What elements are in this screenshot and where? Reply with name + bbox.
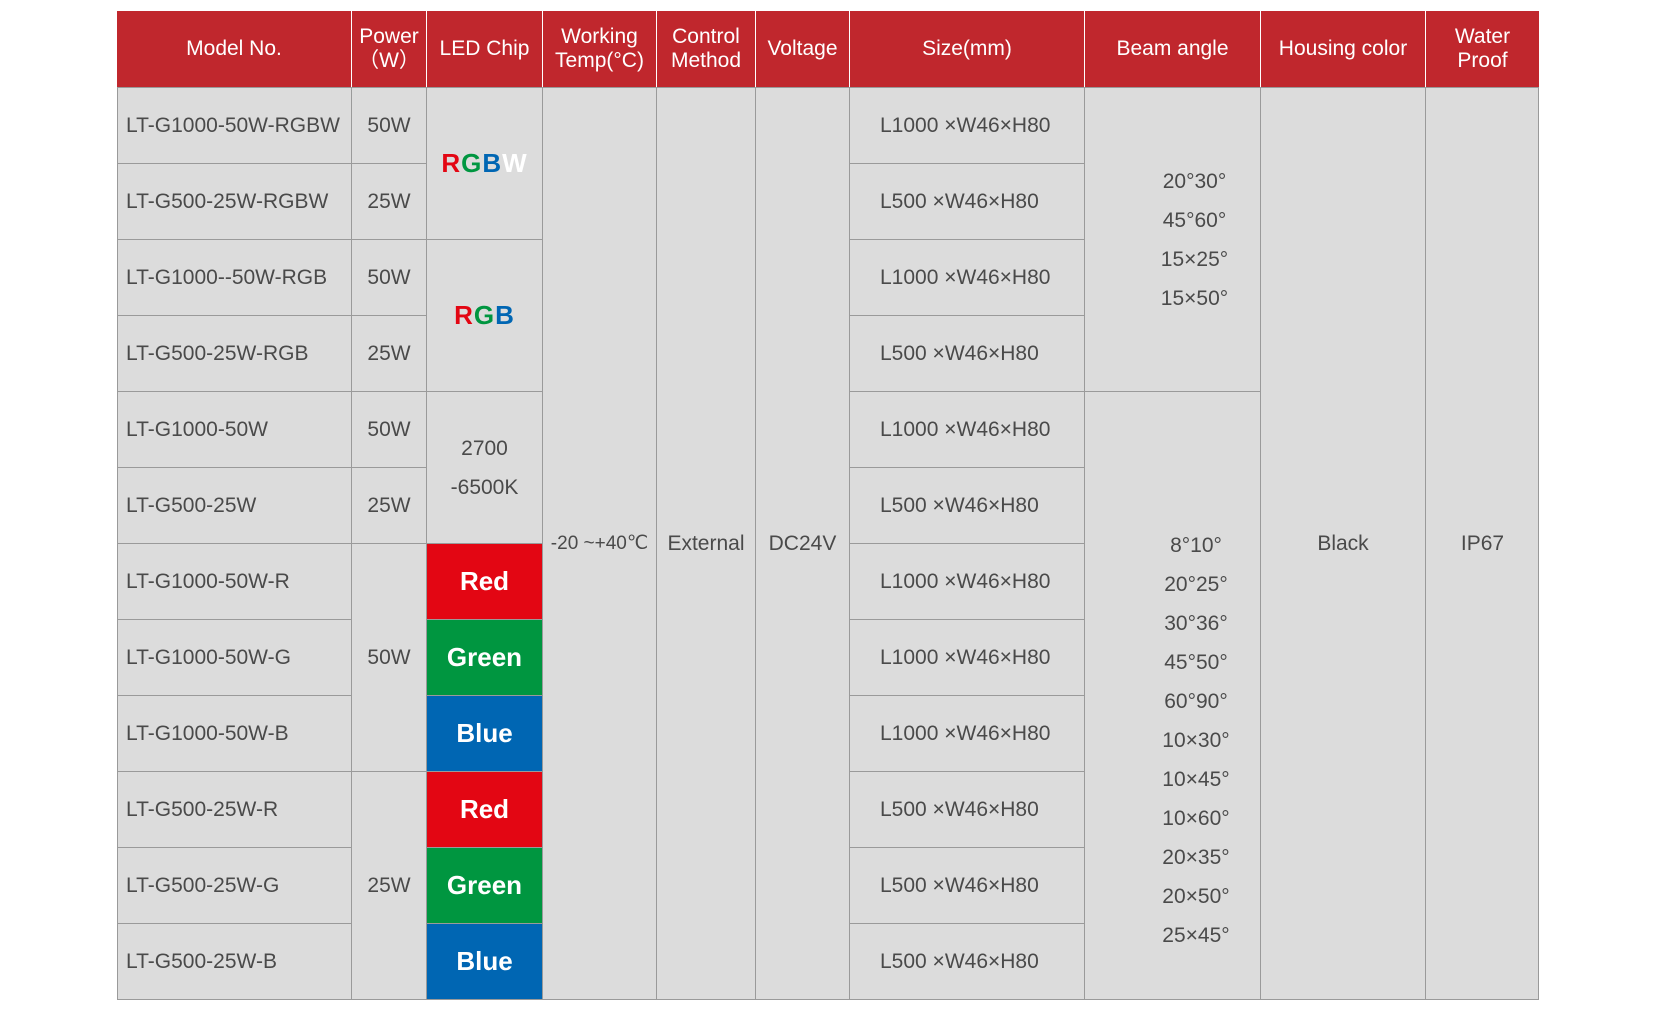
model-cell: LT-G1000-50W: [117, 391, 351, 467]
beam-angle-value: 15×25°: [1160, 247, 1229, 271]
header-water-line1: Water: [1454, 25, 1511, 48]
header-voltage: Voltage: [755, 11, 849, 87]
header-model: Model No.: [117, 11, 351, 87]
power-cell: 25W: [351, 163, 426, 239]
model-cell: LT-G500-25W: [117, 467, 351, 543]
chip-blue: Blue: [426, 695, 542, 771]
model-cell: LT-G1000-50W-B: [117, 695, 351, 771]
model-cell: LT-G1000-50W-RGBW: [117, 87, 351, 163]
header-control-line2: Method: [670, 49, 742, 72]
model-cell: LT-G500-25W-R: [117, 771, 351, 847]
beam-angle-value: 10×30°: [1162, 729, 1230, 752]
beam-angle-value: 8°10°: [1170, 534, 1222, 557]
size-cell: L1000 ×W46×H80: [849, 695, 1084, 771]
chip-letter-w: W: [502, 148, 528, 178]
size-cell: L500 ×W46×H80: [849, 163, 1084, 239]
beam-angle-value: 15×50°: [1160, 286, 1229, 310]
power-cell: 25W: [351, 315, 426, 391]
chip-letter-g: G: [473, 300, 496, 330]
chip-green: Green: [426, 619, 542, 695]
header-power-line1: Power: [359, 25, 419, 48]
header-led-chip: LED Chip: [426, 11, 542, 87]
power-cell: 50W: [351, 391, 426, 467]
header-temp-line1: Working: [561, 25, 638, 48]
chip-cct-line1: 2700: [461, 436, 508, 460]
beam-angle-value: 30°36°: [1164, 612, 1228, 635]
chip-red: Red: [426, 543, 542, 619]
chip-letter-b: B: [482, 148, 503, 178]
beam-angle-value: 60°90°: [1164, 690, 1228, 713]
chip-letter-r: R: [454, 300, 474, 330]
beam-angle-value: 45°50°: [1164, 651, 1228, 674]
beam-angle-value: 25×45°: [1162, 924, 1230, 947]
power-cell: 25W: [351, 467, 426, 543]
beam-angle-value: 10×60°: [1162, 807, 1230, 830]
header-water-line2: Proof: [1457, 49, 1508, 72]
size-cell: L500 ×W46×H80: [849, 923, 1084, 999]
working-temp-cell: -20 ~+40℃: [542, 87, 656, 999]
beam-angle-value: 45°60°: [1162, 208, 1227, 232]
beam-angle-value: 20°25°: [1164, 573, 1228, 596]
chip-letter-g: G: [461, 148, 483, 178]
power-group-cell: 50W: [351, 543, 426, 771]
beam-angle-value: 20×35°: [1162, 846, 1230, 869]
voltage-cell: DC24V: [755, 87, 849, 999]
housing-color-cell: Black: [1260, 87, 1425, 999]
beam-angle-group-1: 20°30° 45°60° 15×25° 15×50°: [1084, 87, 1260, 391]
power-group-cell: 25W: [351, 771, 426, 999]
header-housing-color: Housing color: [1260, 11, 1425, 87]
header-working-temp: Working Temp(°C): [542, 11, 656, 87]
chip-letter-b: B: [495, 300, 515, 330]
size-cell: L1000 ×W46×H80: [849, 87, 1084, 163]
header-temp-line2: Temp(°C): [555, 49, 644, 72]
power-cell: 50W: [351, 239, 426, 315]
chip-cct-line2: -6500K: [450, 475, 519, 499]
model-cell: LT-G1000--50W-RGB: [117, 239, 351, 315]
model-cell: LT-G1000-50W-R: [117, 543, 351, 619]
chip-cct: 2700 -6500K: [426, 391, 542, 543]
model-cell: LT-G500-25W-G: [117, 847, 351, 923]
model-cell: LT-G500-25W-B: [117, 923, 351, 999]
water-proof-cell: IP67: [1425, 87, 1539, 999]
header-water-proof: Water Proof: [1425, 11, 1539, 87]
model-cell: LT-G1000-50W-G: [117, 619, 351, 695]
header-power: Power （W）: [351, 11, 426, 87]
size-cell: L500 ×W46×H80: [849, 315, 1084, 391]
power-cell: 50W: [351, 87, 426, 163]
model-cell: LT-G500-25W-RGBW: [117, 163, 351, 239]
size-cell: L500 ×W46×H80: [849, 467, 1084, 543]
chip-blue: Blue: [426, 923, 542, 999]
chip-red: Red: [426, 771, 542, 847]
beam-angle-group-2: 8°10° 20°25° 30°36° 45°50° 60°90° 10×30°…: [1084, 391, 1260, 999]
size-cell: L1000 ×W46×H80: [849, 619, 1084, 695]
size-cell: L500 ×W46×H80: [849, 771, 1084, 847]
header-control-line1: Control: [672, 25, 740, 48]
chip-green: Green: [426, 847, 542, 923]
size-cell: L500 ×W46×H80: [849, 847, 1084, 923]
size-cell: L1000 ×W46×H80: [849, 543, 1084, 619]
size-cell: L1000 ×W46×H80: [849, 391, 1084, 467]
header-control-method: Control Method: [656, 11, 755, 87]
beam-angle-value: 10×45°: [1162, 768, 1230, 791]
header-beam-angle: Beam angle: [1084, 11, 1260, 87]
beam-angle-value: 20°30°: [1162, 169, 1227, 193]
control-method-cell: External: [656, 87, 755, 999]
spec-table: Model No. Power （W） LED Chip Working Tem…: [117, 11, 1539, 1000]
model-cell: LT-G500-25W-RGB: [117, 315, 351, 391]
header-power-line2: （W）: [358, 49, 420, 72]
size-cell: L1000 ×W46×H80: [849, 239, 1084, 315]
chip-letter-r: R: [441, 148, 462, 178]
header-size: Size(mm): [849, 11, 1084, 87]
beam-angle-value: 20×50°: [1162, 885, 1230, 908]
